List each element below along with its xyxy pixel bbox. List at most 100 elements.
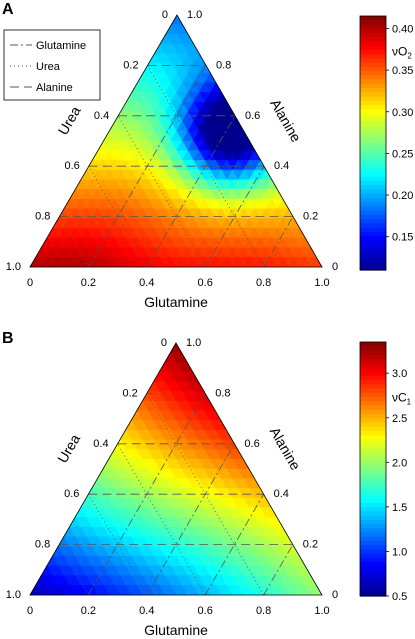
colorbar-band bbox=[360, 498, 386, 504]
colorbar-band bbox=[360, 511, 386, 517]
colorbar-tick-label: 0.35 bbox=[392, 65, 413, 77]
colorbar-tick-label: 0.5 bbox=[392, 591, 407, 603]
right-tick-label: 0.2 bbox=[303, 211, 318, 223]
colorbar-band bbox=[360, 392, 386, 398]
heatmap-surface bbox=[29, 342, 323, 596]
left-tick-label: 0 bbox=[161, 337, 167, 349]
colorbar-band bbox=[360, 214, 386, 220]
gridline-glutamine bbox=[146, 115, 236, 268]
ternary-panel-a: 0 0.2 0.4 0.6 0.8 1.000.20.40.60.81.0 00.20.40… bbox=[2, 1, 413, 310]
colorbar-band bbox=[360, 155, 386, 161]
bottom-tick-label: 0.4 bbox=[139, 605, 154, 617]
colorbar-band bbox=[360, 507, 386, 512]
bottom-tick-label: 0 bbox=[27, 277, 33, 289]
colorbar: 0.5 1.0 1.5 2.0 2.5 3.0 νC1 bbox=[359, 341, 412, 603]
axis-label-glutamine: Glutamine bbox=[144, 622, 208, 638]
colorbar-band bbox=[360, 460, 386, 466]
colorbar-band bbox=[360, 66, 386, 72]
colorbar-band bbox=[360, 100, 386, 106]
colorbar-band bbox=[360, 20, 386, 26]
colorbar-band bbox=[360, 452, 386, 457]
colorbar-band bbox=[360, 401, 386, 407]
left-tick-label: 0.2 bbox=[123, 59, 138, 71]
colorbar-band bbox=[360, 388, 386, 394]
panel-label: A bbox=[2, 1, 14, 18]
right-tick-label: 0.2 bbox=[303, 539, 318, 551]
colorbar-band bbox=[360, 92, 386, 98]
colorbar-band bbox=[360, 358, 386, 364]
colorbar-band bbox=[360, 236, 386, 241]
bottom-tick-label: 0.2 bbox=[81, 605, 96, 617]
colorbar-label-sub: 1 bbox=[407, 398, 412, 407]
left-tick-label: 0.8 bbox=[35, 539, 50, 551]
colorbar-band bbox=[360, 159, 386, 165]
heat-cell bbox=[170, 14, 184, 25]
colorbar-band bbox=[360, 380, 386, 385]
right-tick-label: 1.0 bbox=[186, 337, 201, 349]
colorbar-frame bbox=[359, 15, 387, 271]
colorbar-band bbox=[360, 367, 386, 373]
colorbar-tick-label: 2.5 bbox=[392, 413, 407, 425]
colorbar-band bbox=[360, 257, 386, 263]
bottom-tick-label: 0.8 bbox=[256, 277, 271, 289]
colorbar-band bbox=[360, 227, 386, 233]
colorbar-band bbox=[360, 185, 386, 191]
right-tick-label: 0.8 bbox=[216, 59, 231, 71]
colorbar-band bbox=[360, 413, 386, 419]
colorbar-band bbox=[360, 45, 386, 51]
colorbar-band bbox=[360, 24, 386, 30]
colorbar-label-main: νO bbox=[392, 44, 407, 58]
colorbar-band bbox=[360, 494, 386, 500]
colorbar-band bbox=[360, 16, 386, 21]
colorbar-tick-label: 2.0 bbox=[392, 457, 407, 469]
colorbar-band bbox=[360, 172, 386, 178]
colorbar-tick-label: 0.20 bbox=[392, 190, 413, 202]
axis-label-urea: Urea bbox=[55, 103, 84, 137]
right-tick-label: 0.4 bbox=[274, 488, 289, 500]
colorbar-label: νC1 bbox=[392, 391, 412, 407]
colorbar-band bbox=[360, 384, 386, 390]
colorbar-band bbox=[360, 206, 386, 212]
colorbar-band bbox=[360, 502, 386, 508]
colorbar-band bbox=[360, 566, 386, 572]
colorbar-band bbox=[360, 219, 386, 225]
colorbar-band bbox=[360, 121, 386, 127]
triangle-frame bbox=[29, 342, 323, 596]
bottom-tick-label: 0 bbox=[27, 605, 33, 617]
colorbar-label: νO2 bbox=[392, 44, 412, 60]
left-tick-label: 0.4 bbox=[94, 110, 109, 122]
colorbar-band bbox=[360, 79, 386, 85]
right-tick-label: 0.6 bbox=[245, 110, 260, 122]
colorbar-band bbox=[360, 138, 386, 144]
bottom-tick-label: 0.8 bbox=[256, 605, 271, 617]
colorbar-band bbox=[360, 570, 386, 576]
colorbar-band bbox=[360, 469, 386, 474]
left-tick-label: 0.6 bbox=[65, 160, 80, 172]
left-tick-label: 0.2 bbox=[123, 387, 138, 399]
colorbar-band bbox=[360, 231, 386, 237]
colorbar-band bbox=[360, 426, 386, 432]
colorbar-band bbox=[360, 574, 386, 580]
colorbar: 0.15 0.20 0.25 0.30 0.35 0.40 νO2 bbox=[359, 15, 413, 271]
colorbar-label-sub: 2 bbox=[407, 51, 412, 60]
colorbar-band bbox=[360, 151, 386, 157]
left-tick-label: 0 bbox=[162, 9, 168, 21]
colorbar-band bbox=[360, 519, 386, 525]
colorbar-band bbox=[360, 557, 386, 563]
colorbar-band bbox=[360, 87, 386, 93]
gridline-glutamine bbox=[263, 216, 294, 268]
colorbar-band bbox=[360, 536, 386, 542]
triangle-frame bbox=[29, 14, 323, 268]
left-tick-label: 1.0 bbox=[6, 261, 21, 273]
colorbar-band bbox=[360, 579, 386, 584]
colorbar-band bbox=[360, 528, 386, 534]
heat-cell bbox=[169, 342, 183, 353]
colorbar-tick-label: 1.0 bbox=[392, 546, 407, 558]
colorbar-band bbox=[360, 134, 386, 140]
colorbar-band bbox=[360, 540, 386, 546]
colorbar-band bbox=[360, 75, 386, 81]
ternary-panel-b: 0 0.2 0.4 0.6 0.8 1.000.20.40.60.81.0 00.20.40… bbox=[2, 330, 412, 638]
colorbar-band bbox=[360, 202, 386, 208]
gridline-glutamine bbox=[263, 544, 294, 596]
left-tick-label: 0.8 bbox=[35, 211, 50, 223]
